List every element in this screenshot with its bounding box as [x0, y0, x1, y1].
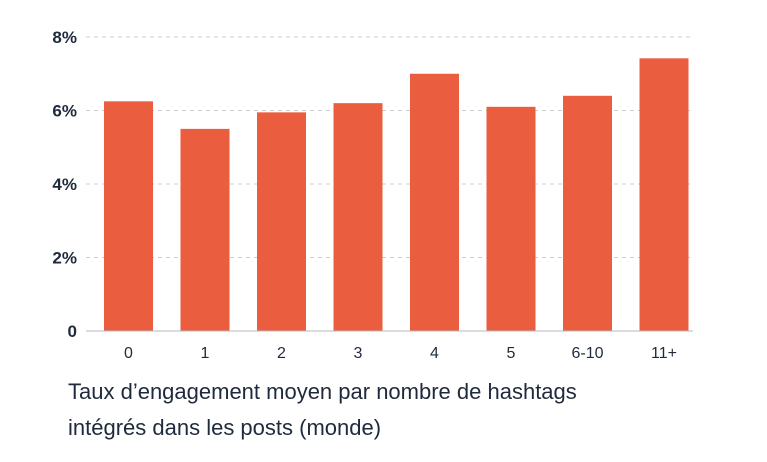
y-tick-label: 8% — [52, 28, 77, 47]
y-tick-label: 0 — [68, 322, 77, 341]
x-axis-ticks: 0 1 2 3 4 5 6-10 11+ — [124, 345, 677, 362]
x-tick-label: 1 — [201, 345, 210, 362]
y-tick-label: 4% — [52, 175, 77, 194]
x-tick-label: 3 — [354, 345, 363, 362]
x-tick-label: 6-10 — [571, 345, 603, 362]
y-axis-ticks: 0 2% 4% 6% 8% — [52, 28, 77, 341]
bar-3 — [333, 103, 383, 332]
x-tick-label: 4 — [430, 345, 439, 362]
x-tick-label: 0 — [124, 345, 133, 362]
bar-11+ — [639, 58, 689, 331]
y-tick-label: 2% — [52, 249, 77, 268]
bar-4 — [410, 73, 459, 331]
bars — [104, 58, 689, 332]
bar-6-10 — [563, 95, 612, 331]
bar-2 — [257, 112, 306, 332]
chart-title-line-2: intégrés dans les posts (monde) — [68, 415, 382, 440]
chart-title: Taux d’engagement moyen par nombre de ha… — [68, 374, 748, 446]
bar-chart: 0 2% 4% 6% 8% 0 1 2 3 4 5 6-10 11+ — [52, 28, 693, 362]
chart-title-line-1: Taux d’engagement moyen par nombre de ha… — [68, 379, 577, 404]
x-tick-label: 5 — [507, 345, 516, 362]
bar-1 — [180, 128, 230, 331]
x-tick-label: 11+ — [651, 345, 677, 362]
x-tick-label: 2 — [277, 345, 286, 362]
y-tick-label: 6% — [52, 102, 77, 121]
bar-0 — [104, 101, 153, 331]
bar-5 — [486, 106, 536, 331]
